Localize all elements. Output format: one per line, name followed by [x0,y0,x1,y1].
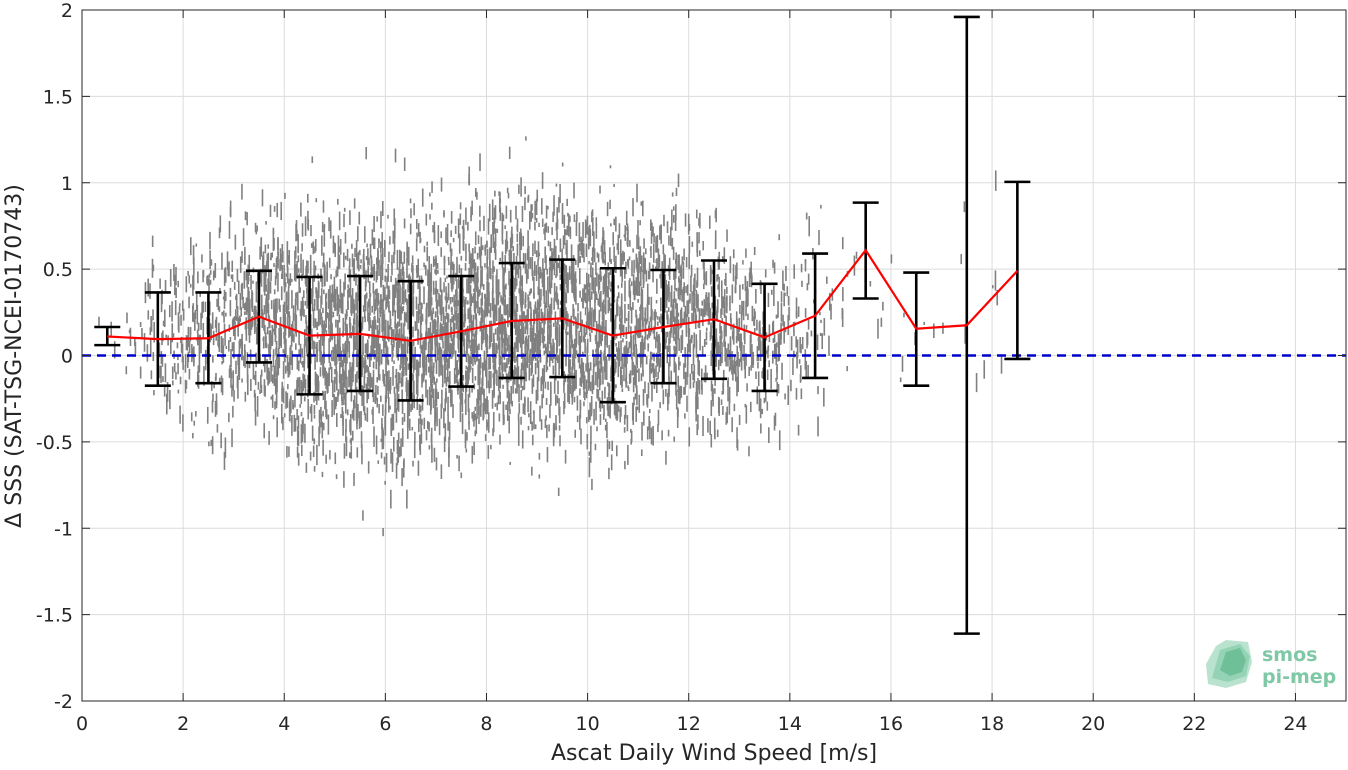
logo-mark-icon [1206,640,1252,688]
y-tick-label: -1 [54,518,73,540]
x-tick-label: 16 [879,713,903,735]
logo-text-smos: smos [1262,644,1317,666]
y-tick-label: -0.5 [36,432,73,454]
x-tick-label: 6 [379,713,391,735]
y-tick-label: 0.5 [43,259,73,281]
x-tick-label: 10 [576,713,600,735]
y-tick-label: 2 [61,0,73,22]
y-tick-label: 1 [61,173,73,195]
y-tick-label: 1.5 [43,86,73,108]
y-axis-ticks: -2 -1.5 -1 -0.5 0 0.5 1 1.5 2 [36,0,1346,713]
y-tick-label: 0 [61,346,73,368]
y-tick-label: -1.5 [36,605,73,627]
x-axis-ticks: 0 2 4 6 8 10 12 14 16 18 20 22 24 [76,10,1308,735]
bin-mean-line [107,248,1019,342]
y-tick-label: -2 [54,691,73,713]
x-tick-label: 0 [76,713,88,735]
x-tick-label: 4 [278,713,290,735]
x-tick-label: 22 [1182,713,1206,735]
x-tick-label: 20 [1081,713,1105,735]
x-tick-label: 8 [480,713,492,735]
x-tick-label: 2 [177,713,189,735]
x-tick-label: 18 [980,713,1004,735]
smos-pi-mep-logo: smos pi-mep [1206,640,1336,688]
x-tick-label: 12 [677,713,701,735]
x-tick-label: 14 [778,713,802,735]
x-tick-label: 24 [1283,713,1307,735]
logo-text-pi-mep: pi-mep [1262,666,1336,688]
y-axis-label: Δ SSS (SAT-TSG-NCEI-0170743) [2,184,27,528]
x-axis-label: Ascat Daily Wind Speed [m/s] [551,741,877,766]
